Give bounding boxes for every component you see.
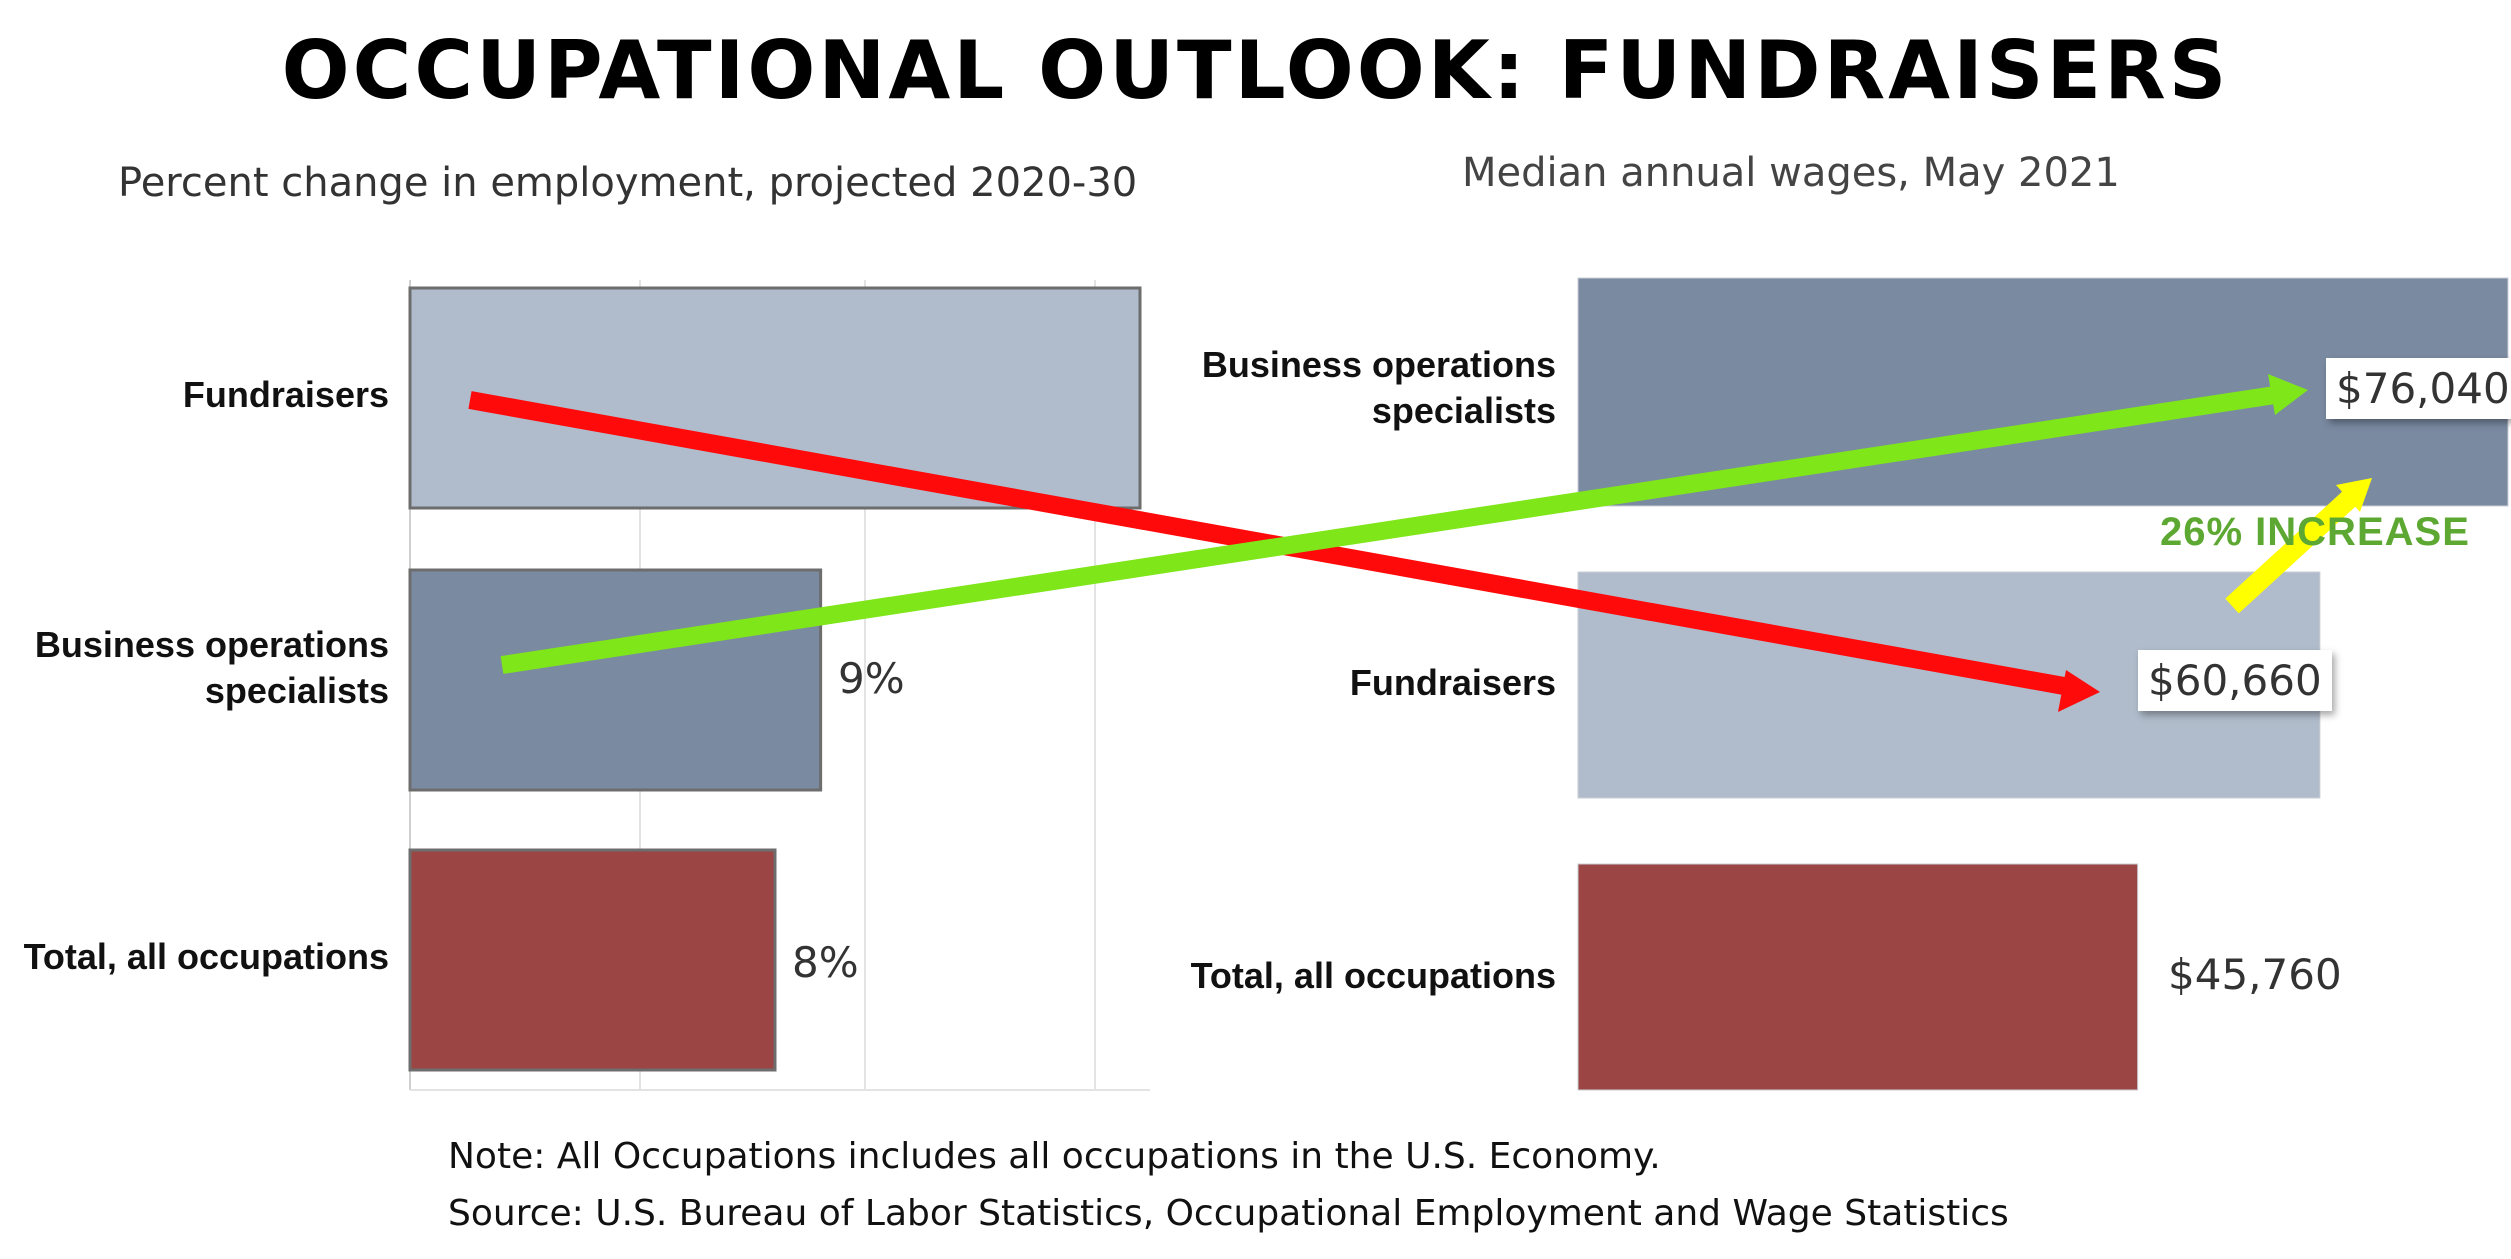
employment-category-label-fundraisers: Fundraisers bbox=[182, 374, 389, 415]
wages-category-label-fundraisers: Fundraisers bbox=[1349, 662, 1556, 703]
green-trend-arrow bbox=[500, 386, 2277, 674]
employment-category-label-business: Business operations specialists bbox=[34, 624, 389, 711]
wages-chart-title: Median annual wages, May 2021 bbox=[1462, 150, 2120, 196]
employment-bars bbox=[408, 286, 1142, 1072]
green-arrow-head bbox=[2268, 374, 2308, 415]
employment-value-label-total: 8% bbox=[792, 938, 859, 987]
wages-category-label-business: Business operations specialists bbox=[1201, 344, 1556, 431]
source-note: Source: U.S. Bureau of Labor Statistics,… bbox=[448, 1193, 2009, 1234]
increase-annotation: 26% INCREASE bbox=[2160, 510, 2470, 554]
employment-bar-total-all-occupations bbox=[408, 848, 777, 1072]
yellow-arrow-head bbox=[2336, 478, 2372, 512]
yellow-increase-arrow bbox=[2225, 490, 2357, 614]
footnote: Note: All Occupations includes all occup… bbox=[448, 1136, 1661, 1177]
employment-chart-title: Percent change in employment, projected … bbox=[118, 160, 1138, 206]
employment-bar-fundraisers bbox=[408, 286, 1142, 510]
wages-value-label-total: $45,760 bbox=[2168, 950, 2342, 999]
wages-category-label-total: Total, all occupations bbox=[1190, 955, 1556, 996]
wages-value-label-fundraisers: $60,660 bbox=[2138, 650, 2332, 711]
red-arrow-head bbox=[2058, 670, 2100, 712]
employment-bar-business-operations-specialists bbox=[408, 568, 823, 792]
wages-value-label-business: $76,040 bbox=[2326, 358, 2511, 419]
employment-value-label-business: 9% bbox=[838, 654, 905, 703]
wages-bar-total-all-occupations bbox=[1577, 863, 2139, 1091]
trend-arrows bbox=[468, 374, 2372, 712]
employment-category-label-total: Total, all occupations bbox=[23, 936, 389, 977]
page-title: OCCUPATIONAL OUTLOOK: FUNDRAISERS bbox=[281, 24, 2230, 117]
